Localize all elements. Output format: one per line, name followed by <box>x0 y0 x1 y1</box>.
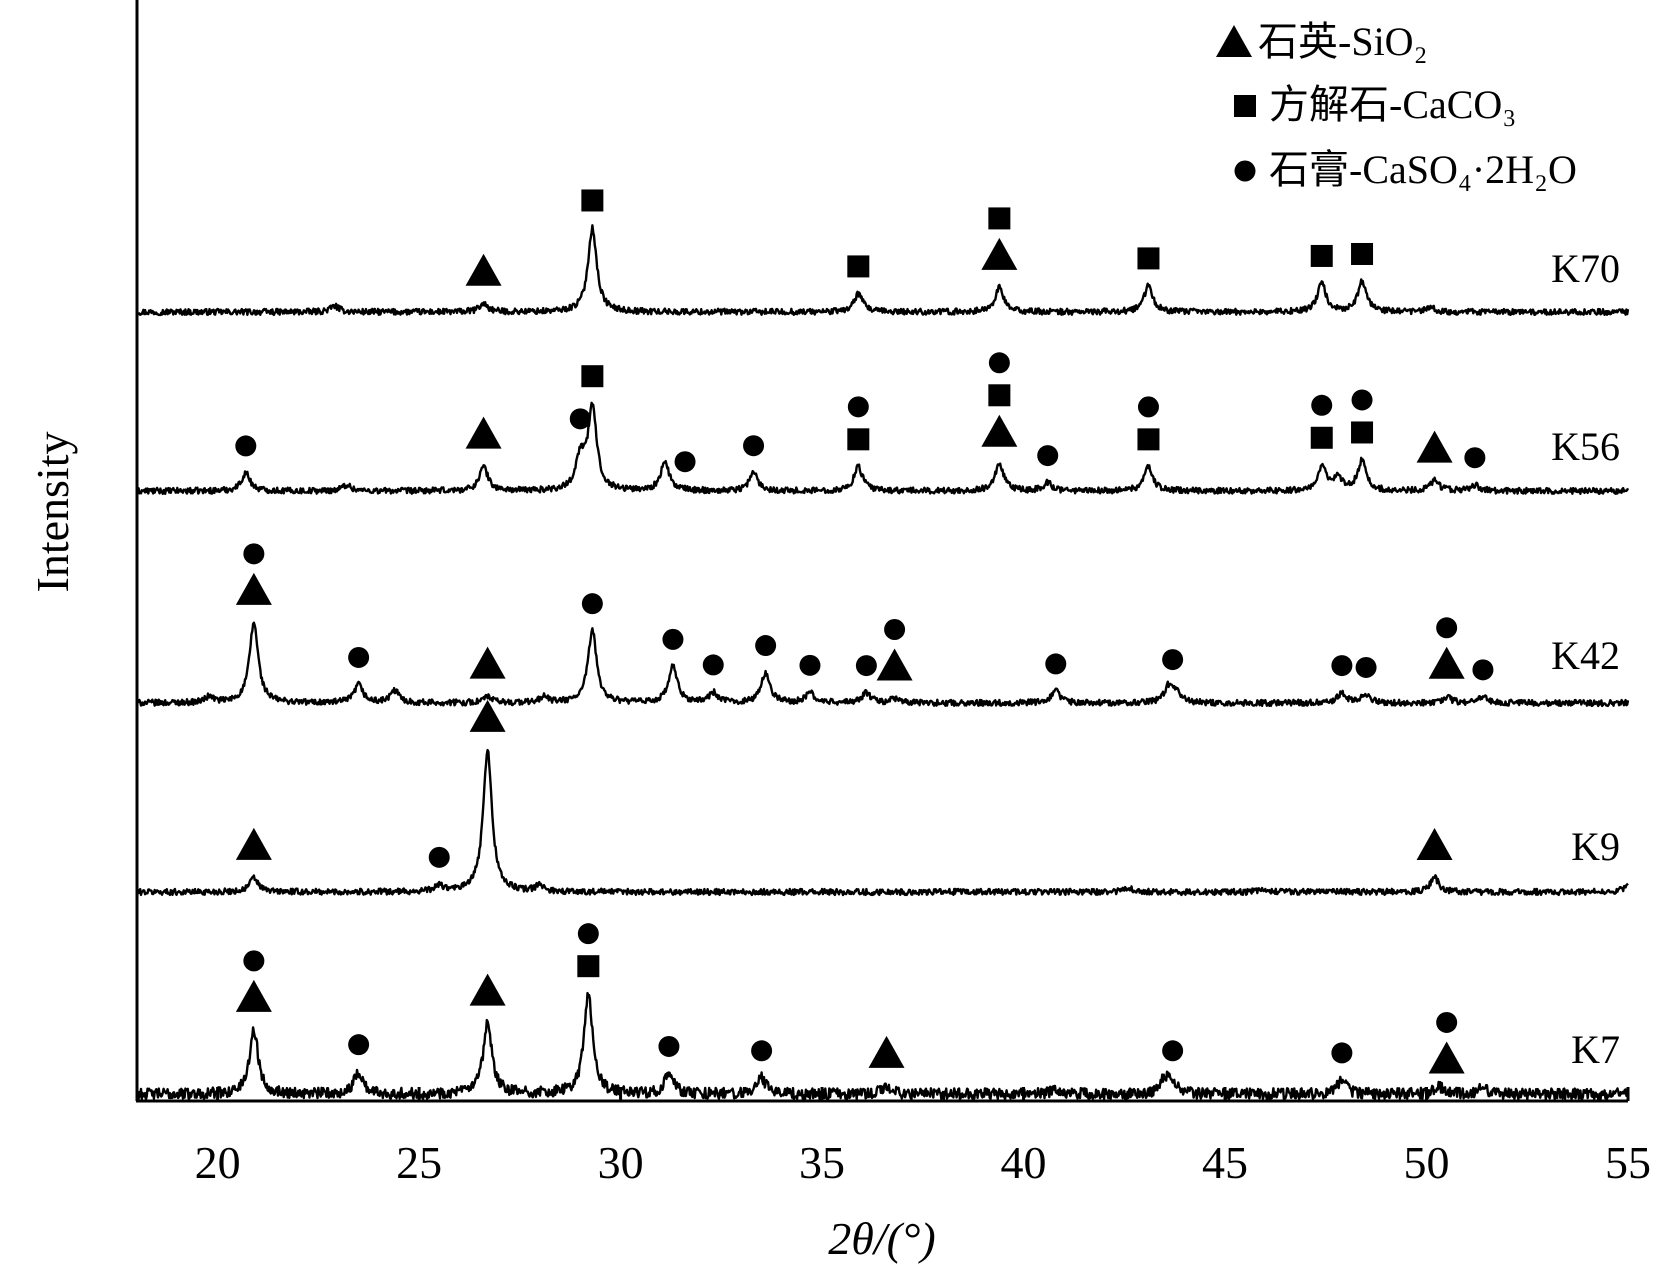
gypsum-circle-marker <box>1472 659 1494 681</box>
legend: 石英-SiO₂ 方解石-CaCO₃ 石膏-CaSO₄·2H₂O <box>1216 19 1577 192</box>
x-axis-title: 2θ/(°) <box>828 1213 935 1264</box>
gypsum-circle-marker <box>1351 389 1373 411</box>
calcite-square-marker <box>1310 244 1333 267</box>
gypsum-circle-marker <box>243 950 265 972</box>
gypsum-circle-marker <box>751 1040 773 1062</box>
gypsum-circle-marker <box>674 451 696 473</box>
calcite-square-marker <box>1351 421 1374 444</box>
quartz-triangle-marker <box>235 979 272 1012</box>
legend-square-marker <box>1234 95 1256 117</box>
gypsum-circle-marker <box>662 628 684 650</box>
quartz-triangle-marker <box>1416 827 1453 860</box>
x-tick-label: 25 <box>396 1137 442 1188</box>
gypsum-circle-marker <box>348 646 370 668</box>
calcite-square-marker <box>847 428 870 451</box>
quartz-triangle-marker <box>235 572 272 605</box>
xrd-curve-k70 <box>136 224 1630 317</box>
x-tick-label: 30 <box>598 1137 644 1188</box>
y-axis-title: Intensity <box>27 432 78 593</box>
phase-markers <box>235 189 1494 1074</box>
gypsum-circle-marker <box>702 654 724 676</box>
legend-circle-marker <box>1234 160 1256 182</box>
gypsum-circle-marker <box>1436 1011 1458 1033</box>
gypsum-circle-marker <box>1162 649 1184 671</box>
curve-label-k7: K7 <box>1571 1027 1620 1072</box>
legend-label: 方解石-CaCO₃ <box>1269 82 1516 127</box>
gypsum-circle-marker <box>799 654 821 676</box>
gypsum-circle-marker <box>1436 617 1458 639</box>
x-tick-label: 55 <box>1605 1137 1651 1188</box>
gypsum-circle-marker <box>569 408 591 430</box>
quartz-triangle-marker <box>469 973 506 1006</box>
legend-triangle-marker <box>1216 25 1252 57</box>
curve-label-k56: K56 <box>1551 424 1620 469</box>
calcite-square-marker <box>1137 247 1160 270</box>
quartz-triangle-marker <box>1428 1041 1465 1074</box>
x-ticks: 20 25 30 35 40 45 50 55 <box>195 1087 1651 1188</box>
gypsum-circle-marker <box>1331 1042 1353 1064</box>
xrd-curve-k56 <box>135 401 1630 496</box>
quartz-triangle-marker <box>868 1035 905 1068</box>
quartz-triangle-marker <box>1428 646 1465 679</box>
gypsum-circle-marker <box>1355 656 1377 678</box>
curves <box>135 224 1630 1101</box>
gypsum-circle-marker <box>847 396 869 418</box>
calcite-square-marker <box>1137 428 1160 451</box>
gypsum-circle-marker <box>1311 394 1333 416</box>
calcite-square-marker <box>577 955 600 978</box>
xrd-curve-k42 <box>135 621 1630 708</box>
legend-label: 石英-SiO₂ <box>1258 19 1428 64</box>
quartz-triangle-marker <box>469 646 506 679</box>
gypsum-circle-marker <box>1162 1040 1184 1062</box>
quartz-triangle-marker <box>1416 430 1453 463</box>
xrd-curve-k7 <box>135 991 1630 1101</box>
x-tick-label: 45 <box>1202 1137 1248 1188</box>
quartz-triangle-marker <box>235 827 272 860</box>
gypsum-circle-marker <box>1464 447 1486 469</box>
quartz-triangle-marker <box>981 237 1018 270</box>
gypsum-circle-marker <box>235 435 257 457</box>
curve-label-k70: K70 <box>1551 246 1620 291</box>
gypsum-circle-marker <box>243 543 265 565</box>
gypsum-circle-marker <box>855 655 877 677</box>
quartz-triangle-marker <box>469 699 506 732</box>
axes <box>135 0 1628 1103</box>
quartz-triangle-marker <box>876 648 913 681</box>
calcite-square-marker <box>1351 242 1374 265</box>
curve-label-k42: K42 <box>1551 633 1620 678</box>
gypsum-circle-marker <box>884 618 906 640</box>
gypsum-circle-marker <box>988 352 1010 374</box>
quartz-triangle-marker <box>981 414 1018 447</box>
gypsum-circle-marker <box>1045 653 1067 675</box>
gypsum-circle-marker <box>1137 396 1159 418</box>
quartz-triangle-marker <box>465 416 502 449</box>
calcite-square-marker <box>847 255 870 278</box>
curve-labels: K70 K56 K42 K9 K7 <box>1551 246 1620 1072</box>
calcite-square-marker <box>988 207 1011 230</box>
gypsum-circle-marker <box>1037 445 1059 467</box>
x-tick-label: 50 <box>1404 1137 1450 1188</box>
gypsum-circle-marker <box>658 1035 680 1057</box>
gypsum-circle-marker <box>581 593 603 615</box>
gypsum-circle-marker <box>1331 655 1353 677</box>
gypsum-circle-marker <box>428 846 450 868</box>
quartz-triangle-marker <box>465 253 502 286</box>
gypsum-circle-marker <box>577 923 599 945</box>
curve-label-k9: K9 <box>1571 824 1620 869</box>
gypsum-circle-marker <box>743 435 765 457</box>
calcite-square-marker <box>1310 426 1333 449</box>
gypsum-circle-marker <box>348 1034 370 1056</box>
x-tick-label: 20 <box>195 1137 241 1188</box>
legend-label: 石膏-CaSO₄·2H₂O <box>1269 147 1577 192</box>
calcite-square-marker <box>581 365 604 388</box>
xrd-curve-k9 <box>135 748 1629 897</box>
x-tick-label: 35 <box>799 1137 845 1188</box>
calcite-square-marker <box>581 189 604 212</box>
gypsum-circle-marker <box>755 635 777 657</box>
x-tick-label: 40 <box>1001 1137 1047 1188</box>
calcite-square-marker <box>988 384 1011 407</box>
